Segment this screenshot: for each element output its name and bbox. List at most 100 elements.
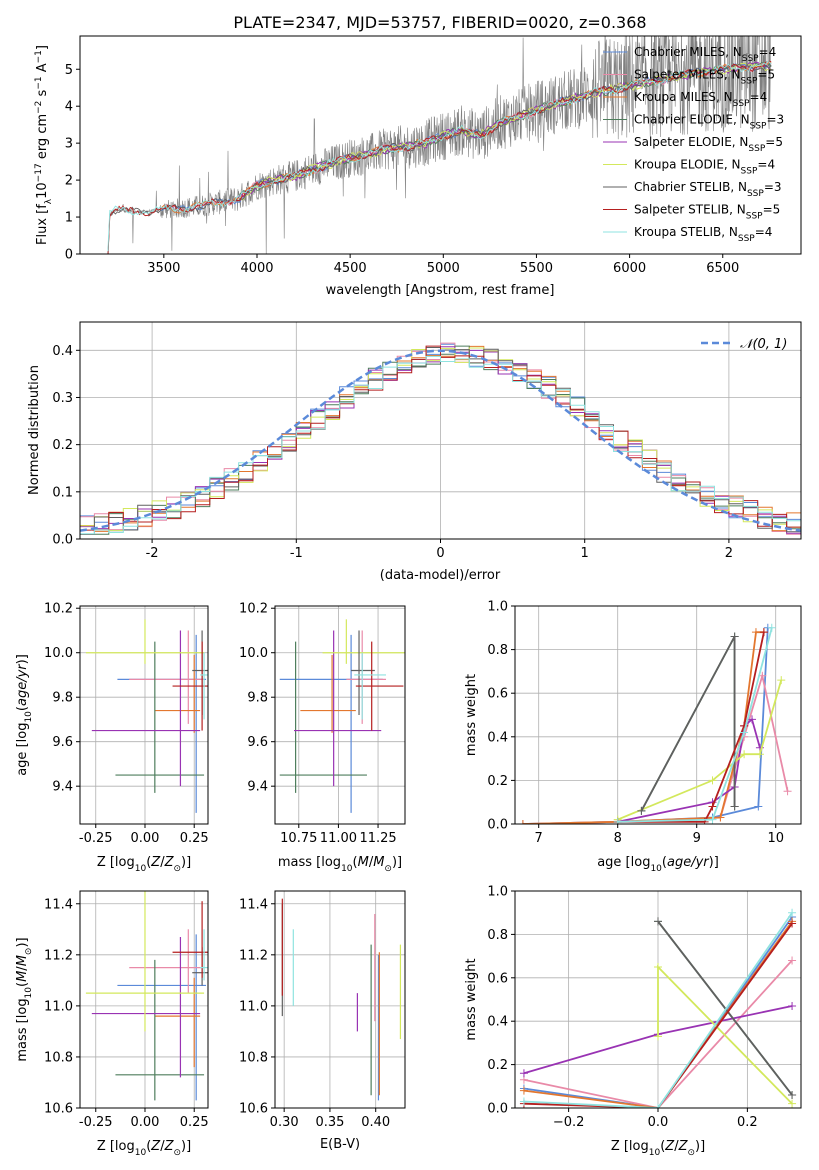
y-tick-label: 0.0 <box>487 1102 508 1117</box>
plot-area <box>518 623 792 824</box>
axes-frame <box>79 605 209 825</box>
x-tick-label: 0.30 <box>270 1115 299 1130</box>
panel-weight_vs_age: 7 8 9 10 0.0 0.2 0.4 0.6 0.8 1.0 age [log10(age/yr… <box>464 600 802 874</box>
y-axis-label: Normed distribution <box>27 365 42 495</box>
weight-marker <box>755 750 764 759</box>
x-tick-label: 6000 <box>613 261 646 276</box>
x-tick-label: 0.2 <box>737 1115 758 1130</box>
x-tick-label: 8 <box>614 831 622 846</box>
y-tick-label: 0.0 <box>487 818 508 833</box>
y-axis-label: mass weight <box>464 674 479 756</box>
weight-marker <box>730 802 739 811</box>
weight-marker <box>783 787 792 796</box>
weight-marker <box>519 1086 528 1095</box>
x-axis-label: E(B-V) <box>320 1137 360 1152</box>
y-tick-label: 11.0 <box>239 999 268 1014</box>
legend-label: Chabrier MILES, NSSP=4 <box>634 45 776 64</box>
x-tick-label: -1 <box>290 546 303 561</box>
weight-marker <box>654 1104 662 1108</box>
weight-marker <box>708 802 717 811</box>
y-tick-label: 0.2 <box>487 774 508 789</box>
x-tick-label: -0.25 <box>79 1115 113 1130</box>
spectrum-model-line <box>107 63 772 254</box>
panel-age_vs_Z: -0.25 0.00 0.25 9.4 9.6 9.8 10.0 10.2 Z [log10(Z… <box>15 602 209 874</box>
weight-line <box>617 632 765 823</box>
x-tick-label: 11.00 <box>320 831 357 846</box>
y-tick-label: 2 <box>65 174 73 189</box>
x-tick-label: 6500 <box>706 261 739 276</box>
x-axis-label: Z [log10(Z/Z⊙)] <box>611 1139 705 1158</box>
weight-marker <box>519 1097 528 1106</box>
y-tick-label: 1.0 <box>487 885 508 900</box>
panel-weight_vs_Z: −0.2 0.0 0.2 0.0 0.2 0.4 0.6 0.8 1.0 Z [log10(Z/Z… <box>464 885 802 1158</box>
weight-marker <box>759 628 768 637</box>
legend-label: Chabrier STELIB, NSSP=3 <box>634 180 782 199</box>
weight-marker <box>788 908 797 917</box>
y-tick-label: 0.6 <box>487 971 508 986</box>
y-tick-label: 3 <box>65 137 73 152</box>
y-tick-label: 0.8 <box>487 643 508 658</box>
y-tick-label: 5 <box>65 63 73 78</box>
panel-residual_hist: -2 -1 0 1 2 0.0 0.1 0.2 0.3 0.4 𝒩(0, 1) Normed dist… <box>27 321 802 583</box>
axes-frame <box>274 605 406 825</box>
y-tick-label: 0.4 <box>487 1015 508 1030</box>
weight-line <box>657 964 793 1105</box>
y-tick-label: 0.1 <box>52 485 73 500</box>
x-axis-label: Z [log10(Z/Z⊙)] <box>97 855 191 874</box>
y-tick-label: 11.4 <box>44 897 73 912</box>
weight-marker <box>518 820 527 824</box>
weight-marker <box>708 815 717 824</box>
weight-marker <box>767 623 776 632</box>
x-tick-label: 3500 <box>147 261 180 276</box>
y-tick-label: 9.4 <box>52 780 73 795</box>
y-axis-label: age [log10(age/yr)] <box>15 654 34 776</box>
weight-marker <box>519 1069 528 1078</box>
figure-title: PLATE=2347, MJD=53757, FIBERID=0020, z=0… <box>233 13 646 32</box>
weight-marker <box>708 776 717 785</box>
y-tick-label: 11.2 <box>44 948 73 963</box>
y-tick-label: 11.2 <box>239 948 268 963</box>
legend-label: Salpeter ELODIE, NSSP=5 <box>634 135 783 154</box>
x-tick-label: 0 <box>436 546 444 561</box>
spectrum-model-line <box>107 60 772 252</box>
weight-marker <box>613 817 622 824</box>
x-tick-label: 4500 <box>334 261 367 276</box>
x-tick-label: 0.35 <box>315 1115 344 1130</box>
y-tick-label: 9.4 <box>247 780 268 795</box>
y-tick-label: 10.2 <box>239 602 268 617</box>
y-tick-label: 0 <box>65 248 73 263</box>
y-tick-label: 9.8 <box>247 691 268 706</box>
y-tick-label: 4 <box>65 100 73 115</box>
weight-line <box>617 627 773 823</box>
plot-area <box>80 342 801 535</box>
y-tick-label: 0.3 <box>52 391 73 406</box>
y-tick-label: 0.4 <box>487 730 508 745</box>
x-tick-label: 0.25 <box>180 831 209 846</box>
plot-area <box>85 891 208 1101</box>
y-tick-label: 10.8 <box>44 1050 73 1065</box>
x-tick-label: 9 <box>693 831 701 846</box>
plot-area <box>279 619 405 813</box>
legend-label: Kroupa STELIB, NSSP=4 <box>634 225 772 244</box>
plot-area <box>519 908 797 1108</box>
x-axis-label: age [log10(age/yr)] <box>597 855 719 874</box>
y-tick-label: 0.4 <box>52 344 73 359</box>
x-tick-label: 0.00 <box>131 831 160 846</box>
x-tick-label: 11.25 <box>359 831 396 846</box>
y-tick-label: 10.6 <box>44 1102 73 1117</box>
weight-marker <box>788 956 797 965</box>
y-axis-label: Flux [fλ10−17 erg cm−2 s−1 A−1] <box>34 45 54 245</box>
y-tick-label: 11.0 <box>44 999 73 1014</box>
weight-marker <box>740 728 749 737</box>
legend-label: Kroupa ELODIE, NSSP=4 <box>634 158 775 177</box>
weight-marker <box>730 632 739 641</box>
y-tick-label: 9.8 <box>52 691 73 706</box>
x-tick-label: -0.25 <box>79 831 113 846</box>
x-tick-label: 5000 <box>427 261 460 276</box>
weight-marker <box>748 715 757 724</box>
weight-line <box>523 959 793 1108</box>
x-axis-label: Z [log10(Z/Z⊙)] <box>97 1139 191 1158</box>
plot-area <box>281 898 402 1101</box>
y-tick-label: 10.2 <box>44 602 73 617</box>
